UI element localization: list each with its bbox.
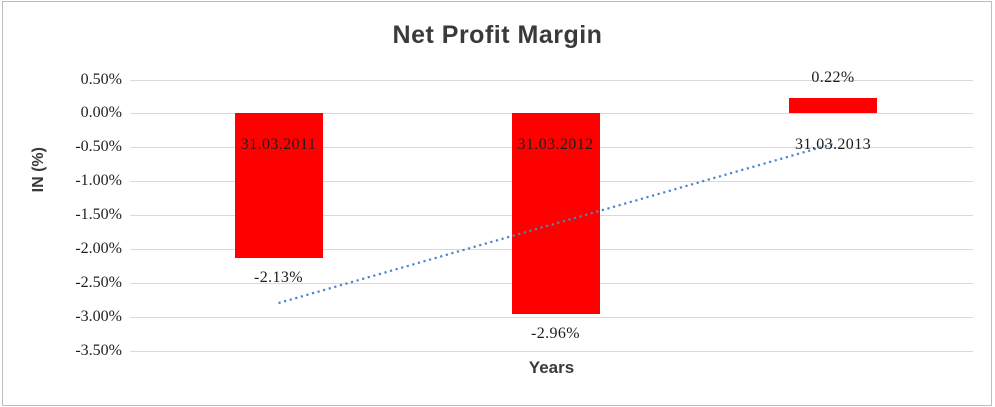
y-tick-label: -3.00% [75, 307, 122, 325]
category-label: 31.03.2012 [517, 135, 594, 153]
y-tick-label: -2.00% [75, 239, 122, 257]
category-label: 31.03.2013 [795, 135, 871, 153]
data-label: -2.13% [253, 268, 304, 286]
chart-title: Net Profit Margin [392, 21, 603, 49]
bar[interactable] [789, 98, 877, 114]
data-label: 0.22% [811, 69, 855, 87]
y-tick-label: -1.00% [75, 172, 122, 190]
data-label: -2.96% [530, 324, 581, 342]
y-gridline [130, 316, 973, 318]
y-gridline [130, 79, 973, 81]
y-gridline [130, 350, 973, 352]
y-tick-label: -3.50% [75, 341, 122, 359]
category-label: 31.03.2011 [240, 135, 317, 153]
y-tick-label: -1.50% [75, 206, 122, 223]
y-tick-label: -0.50% [75, 138, 122, 156]
x-axis-title: Years [528, 358, 575, 377]
y-tick-label: -2.50% [75, 273, 122, 291]
y-tick-label: 0.00% [80, 104, 122, 122]
y-tick-label: 0.50% [80, 70, 122, 88]
